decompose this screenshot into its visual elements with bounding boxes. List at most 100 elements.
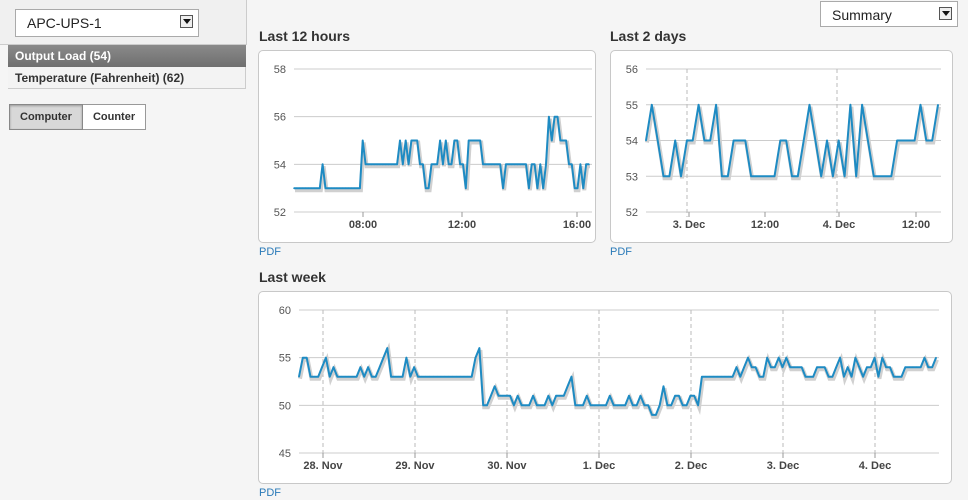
data-point (539, 163, 542, 166)
data-point (643, 404, 646, 407)
data-point (393, 163, 396, 166)
data-point (762, 375, 765, 378)
data-point (570, 375, 573, 378)
computer-toggle-button[interactable]: Computer (9, 104, 83, 130)
data-point (931, 366, 933, 368)
data-point (381, 163, 384, 166)
data-point (339, 187, 341, 189)
summary-select[interactable]: Summary (820, 1, 958, 27)
chart-title-last-week: Last week (259, 269, 326, 285)
data-point (482, 163, 484, 166)
data-point (885, 366, 887, 368)
x-tick-label: 28. Nov (303, 460, 343, 472)
x-tick-label: 4. Dec (859, 460, 891, 472)
data-point (364, 163, 367, 166)
data-point (773, 175, 776, 178)
data-point (678, 395, 680, 397)
data-point (912, 366, 914, 368)
data-point (465, 187, 467, 189)
device-select-container: APC-UPS-1 (0, 0, 247, 45)
data-point (797, 175, 799, 178)
data-point (612, 404, 615, 407)
chart-title-12-hours: Last 12 hours (259, 28, 351, 44)
x-tick-label: 3. Dec (767, 460, 799, 472)
data-point (390, 375, 392, 378)
data-point (513, 163, 516, 166)
data-point (455, 375, 458, 378)
data-point (420, 375, 423, 378)
data-point (513, 404, 515, 407)
data-point (703, 139, 706, 142)
chart-panel-12-hours: 52 54 56 58 08:00 12:00 16:00 (258, 50, 596, 243)
chevron-down-icon[interactable] (939, 7, 952, 20)
data-point (353, 187, 355, 189)
data-point (370, 163, 373, 166)
pdf-link-12-hours[interactable]: PDF (259, 246, 281, 258)
chevron-down-icon[interactable] (180, 15, 193, 28)
data-point (490, 163, 493, 166)
data-point (508, 163, 510, 166)
data-point (862, 375, 864, 378)
chart-panel-last-week: 45 50 55 60 28. Nov 29. Nov 30. Nov 1. Dec 2. De… (258, 291, 952, 484)
data-point (307, 187, 310, 189)
data-point (502, 187, 504, 189)
data-point (459, 375, 461, 378)
x-tick-label: 16:00 (563, 219, 591, 231)
data-point (413, 366, 415, 368)
data-point (344, 375, 346, 378)
y-tick-label: 54 (274, 159, 286, 171)
data-point (470, 375, 473, 378)
data-point (424, 375, 427, 378)
y-tick-label: 45 (279, 448, 291, 460)
pdf-link-2-days[interactable]: PDF (610, 246, 632, 258)
data-point (532, 395, 534, 397)
data-point (479, 139, 481, 142)
data-point (651, 103, 653, 106)
data-point (573, 187, 576, 189)
counter-toggle-button[interactable]: Counter (82, 104, 147, 130)
data-point (724, 375, 726, 378)
data-point (873, 356, 876, 359)
data-point (387, 163, 390, 166)
data-point (804, 375, 807, 378)
data-point (812, 375, 815, 378)
data-point (386, 347, 389, 349)
x-tick-label: 2. Dec (675, 460, 707, 472)
data-point (744, 139, 747, 142)
data-point (767, 175, 770, 178)
data-point (330, 187, 333, 189)
data-point (327, 187, 330, 189)
data-point (846, 366, 849, 368)
data-point (793, 366, 795, 368)
pdf-link-last-week[interactable]: PDF (259, 487, 281, 499)
data-point (656, 139, 659, 142)
data-point (524, 404, 527, 407)
sidebar: APC-UPS-1 Output Load (54) Temperature (… (0, 0, 247, 500)
data-point (427, 187, 430, 189)
y-tick-label: 55 (626, 100, 638, 112)
data-point (433, 163, 436, 166)
data-point (568, 163, 570, 166)
counter-item-output-load[interactable]: Output Load (54) (8, 45, 246, 67)
data-point (935, 356, 937, 359)
data-point (823, 366, 826, 368)
data-point (878, 175, 881, 178)
data-point (808, 103, 811, 106)
data-point (509, 395, 511, 397)
data-point (493, 385, 496, 388)
data-point (556, 115, 559, 118)
data-point (827, 375, 830, 378)
data-point (485, 163, 487, 166)
data-point (467, 375, 469, 378)
data-point (639, 395, 642, 397)
data-point (384, 163, 387, 166)
device-select[interactable]: APC-UPS-1 (15, 9, 199, 37)
data-point (904, 366, 907, 368)
data-point (324, 187, 327, 189)
counter-item-temperature[interactable]: Temperature (Fahrenheit) (62) (8, 67, 246, 89)
data-point (525, 163, 527, 166)
data-point (605, 404, 607, 407)
data-point (298, 375, 300, 378)
y-tick-label: 53 (626, 171, 638, 183)
data-point (593, 404, 596, 407)
